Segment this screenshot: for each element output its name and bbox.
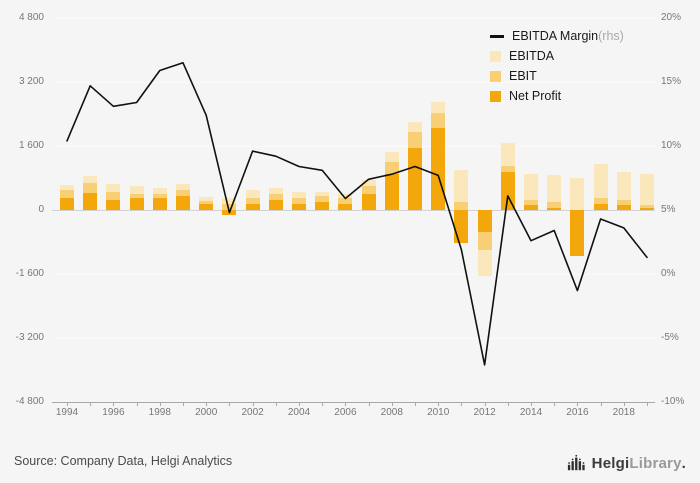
bar-net-profit-2015: [547, 207, 562, 210]
bar-net-profit-1997: [129, 198, 144, 210]
legend-item-ebit: EBIT: [490, 66, 624, 86]
bar-net-profit-1996: [106, 199, 121, 210]
source-note: Source: Company Data, Helgi Analytics: [14, 454, 233, 468]
bar-net-profit-1999: [176, 196, 190, 210]
bar-net-profit-1994: [60, 197, 74, 210]
helgi-library-logo: Helgi Library.: [566, 454, 686, 472]
x-axis-label: 2006: [334, 407, 357, 418]
legend-item-ebitda-margin: EBITDA Margin (rhs): [490, 26, 624, 46]
legend-label-ebitda: EBITDA: [509, 49, 555, 63]
y-axis-label-left: -3 200: [15, 332, 44, 343]
bar-net-profit-2008: [384, 174, 399, 210]
legend-label-net-profit: Net Profit: [509, 89, 562, 103]
y-axis-label-right: -5%: [661, 332, 679, 343]
plot-area: EBITDA Margin (rhs) EBITDA EBIT Net Prof…: [52, 18, 655, 403]
gridline: [52, 146, 655, 147]
zero-gridline: [52, 210, 655, 211]
y-axis-label-left: 0: [38, 204, 44, 215]
legend-label-ebitda-margin: EBITDA Margin: [512, 29, 599, 43]
bar-net-profit-2002: [245, 203, 260, 210]
y-axis-label-left: -4 800: [15, 396, 44, 407]
legend-item-ebitda: EBITDA: [490, 46, 624, 66]
bar-net-profit-2000: [199, 204, 214, 210]
x-axis-label: 2018: [612, 407, 635, 418]
logo-dot: .: [681, 454, 686, 472]
y-axis-label-right: 5%: [661, 204, 676, 215]
x-axis-label: 1996: [102, 407, 125, 418]
bar-net-profit-2001: [222, 210, 237, 216]
gridline: [52, 338, 655, 339]
bar-net-profit-2014: [524, 204, 538, 210]
y-axis-label-right: 10%: [661, 140, 682, 151]
y-axis-label-left: 3 200: [18, 76, 44, 87]
legend-marker-net-profit: [490, 90, 501, 102]
x-axis-label: 2016: [566, 407, 589, 418]
y-axis-label-left: -1 600: [15, 268, 44, 279]
bar-net-profit-2006: [338, 203, 353, 210]
bar-net-profit-2007: [361, 194, 376, 210]
legend-marker-ebitda: [490, 50, 501, 62]
bar-net-profit-1995: [83, 193, 98, 210]
bar-net-profit-2004: [292, 203, 306, 210]
legend: EBITDA Margin (rhs) EBITDA EBIT Net Prof…: [490, 26, 624, 106]
logo-bars-icon: [567, 454, 585, 471]
bar-net-profit-2009: [408, 148, 422, 210]
y-axis-label-left: 1 600: [18, 140, 44, 151]
gridline: [52, 18, 655, 19]
x-axis-label: 2014: [519, 407, 543, 418]
bar-net-profit-2013: [500, 171, 515, 210]
logo-text-helgi: Helgi: [591, 454, 630, 472]
bar-net-profit-2018: [616, 205, 631, 210]
y-axis-label-left: 4 800: [18, 12, 44, 23]
bar-ebitda-2016: [570, 178, 585, 210]
bar-net-profit-2011: [454, 210, 469, 243]
y-axis-label-right: 0%: [661, 268, 676, 279]
bar-net-profit-2019: [640, 207, 654, 210]
y-axis-label-right: 20%: [661, 12, 682, 23]
bar-net-profit-2003: [268, 200, 283, 210]
bar-net-profit-2010: [431, 127, 446, 210]
legend-marker-ebitda-margin-line: [490, 34, 504, 38]
bar-net-profit-2012: [477, 210, 492, 232]
bar-net-profit-1998: [152, 198, 167, 210]
bar-net-profit-2005: [315, 201, 330, 210]
bar-ebit-2011: [454, 202, 469, 210]
x-axis-label: 2002: [241, 407, 264, 418]
y-axis-label-right: 15%: [661, 76, 682, 87]
x-axis-label: 2010: [427, 407, 450, 418]
x-axis-label: 2008: [380, 407, 403, 418]
legend-label-ebit: EBIT: [509, 69, 537, 83]
logo-text-library: Library: [629, 454, 682, 472]
legend-marker-ebit: [490, 70, 501, 82]
x-axis-line: [52, 402, 655, 403]
bar-net-profit-2016: [570, 210, 585, 256]
gridline: [52, 274, 655, 275]
x-axis-label: 2004: [287, 407, 311, 418]
x-axis-label: 1998: [148, 407, 171, 418]
legend-item-net-profit: Net Profit: [490, 86, 624, 106]
x-axis-label: 1994: [55, 407, 79, 418]
legend-label-rhs-suffix: (rhs): [598, 29, 624, 43]
x-axis-label: 2000: [195, 407, 218, 418]
x-axis-label: 2012: [473, 407, 496, 418]
bar-net-profit-2017: [593, 203, 608, 210]
y-axis-label-right: -10%: [661, 396, 685, 407]
